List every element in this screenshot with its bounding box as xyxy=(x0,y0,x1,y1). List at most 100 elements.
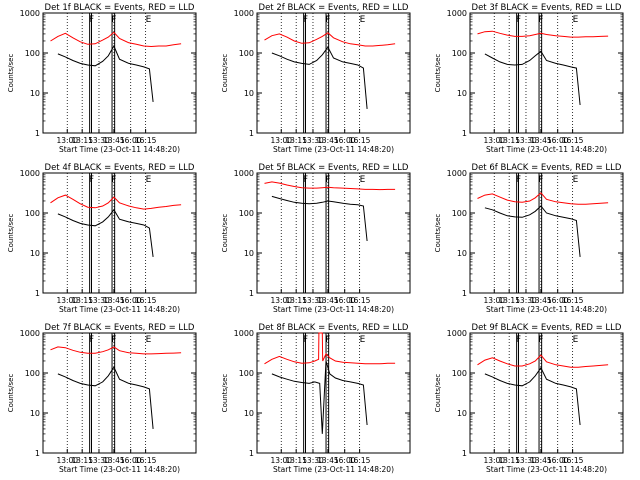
x-tick-label: 16:00 xyxy=(334,296,356,305)
y-tick-label: 1000 xyxy=(447,9,467,18)
series-line-events xyxy=(484,50,581,106)
interval-marker-label: E xyxy=(146,335,152,345)
y-axis-label: Counts/sec xyxy=(221,374,229,413)
y-tick-label: 100 xyxy=(239,369,254,378)
x-tick-label: 13:00 xyxy=(270,456,292,465)
y-axis-label: Counts/sec xyxy=(434,214,442,253)
series-line-lld xyxy=(50,194,182,210)
x-tick-label: 16:00 xyxy=(334,136,356,145)
x-tick-label: 13:30 xyxy=(88,296,110,305)
y-axis-label: Counts/sec xyxy=(7,54,15,93)
y-tick-label: 1 xyxy=(35,449,40,458)
x-axis-label: Start Time (23-Oct-11 14:48:20) xyxy=(59,465,180,474)
plot-frame xyxy=(256,12,411,134)
series-line-events xyxy=(57,208,154,257)
y-tick-label: 1 xyxy=(249,129,254,138)
panel-det-1: Det 1f BLACK = Events, RED = LLD Counts/s… xyxy=(7,3,197,154)
y-tick-label: 1000 xyxy=(20,9,40,18)
plot-frame xyxy=(469,12,624,134)
plot-frame xyxy=(469,172,624,294)
x-tick-label: 13:30 xyxy=(302,136,324,145)
plot-frame xyxy=(42,332,197,454)
x-axis-label: Start Time (23-Oct-11 14:48:20) xyxy=(486,305,607,314)
y-tick-label: 100 xyxy=(452,49,467,58)
interval-marker-label: F xyxy=(111,175,116,185)
interval-marker-label: E xyxy=(360,175,366,185)
series-line-lld xyxy=(477,192,609,205)
series-line-events xyxy=(484,205,581,257)
x-tick-label: 13:45 xyxy=(103,136,125,145)
x-tick-label: 13:30 xyxy=(88,136,110,145)
y-tick-label: 1000 xyxy=(234,9,254,18)
x-tick-label: 13:15 xyxy=(498,296,520,305)
y-tick-label: 10 xyxy=(244,249,254,258)
x-axis-label: Start Time (23-Oct-11 14:48:20) xyxy=(59,305,180,314)
x-tick-label: 16:15 xyxy=(349,456,371,465)
y-tick-label: 1000 xyxy=(20,329,40,338)
interval-marker-label: F xyxy=(111,335,116,345)
series-line-lld xyxy=(477,30,609,38)
plot-frame xyxy=(256,172,411,294)
y-tick-label: 1 xyxy=(249,449,254,458)
panel-det-8: Det 8f BLACK = Events, RED = LLD Counts/s… xyxy=(221,323,411,474)
series-line-lld xyxy=(50,31,182,48)
x-tick-label: 13:15 xyxy=(285,456,307,465)
y-tick-label: 1 xyxy=(35,129,40,138)
chart-title: Det 7f BLACK = Events, RED = LLD xyxy=(45,323,195,333)
y-tick-label: 1000 xyxy=(234,329,254,338)
x-tick-label: 13:15 xyxy=(71,136,93,145)
interval-marker-label: E xyxy=(360,15,366,25)
interval-marker-label: F xyxy=(89,175,94,185)
series-line-events xyxy=(57,44,154,102)
panel-det-9: Det 9f BLACK = Events, RED = LLD Counts/s… xyxy=(434,323,624,474)
y-tick-label: 10 xyxy=(30,249,40,258)
y-tick-label: 1 xyxy=(462,129,467,138)
x-axis-label: Start Time (23-Oct-11 14:48:20) xyxy=(486,465,607,474)
x-tick-label: 13:00 xyxy=(483,296,505,305)
x-axis-label: Start Time (23-Oct-11 14:48:20) xyxy=(59,145,180,154)
y-tick-label: 10 xyxy=(457,409,467,418)
y-axis-label: Counts/sec xyxy=(221,54,229,93)
x-tick-label: 16:15 xyxy=(135,136,157,145)
x-tick-label: 16:00 xyxy=(120,296,142,305)
chart-title: Det 6f BLACK = Events, RED = LLD xyxy=(472,163,622,173)
y-tick-label: 1000 xyxy=(447,329,467,338)
x-tick-label: 13:00 xyxy=(483,456,505,465)
x-tick-label: 16:15 xyxy=(135,296,157,305)
x-tick-label: 13:45 xyxy=(530,456,552,465)
x-tick-label: 13:30 xyxy=(302,296,324,305)
y-tick-label: 10 xyxy=(30,409,40,418)
series-line-lld xyxy=(264,332,396,365)
x-tick-label: 16:00 xyxy=(334,456,356,465)
interval-marker-label: F xyxy=(303,15,308,25)
x-tick-label: 16:15 xyxy=(349,136,371,145)
x-tick-label: 13:45 xyxy=(103,456,125,465)
interval-marker-label: E xyxy=(573,15,579,25)
panel-det-2: Det 2f BLACK = Events, RED = LLD Counts/s… xyxy=(221,3,411,154)
y-axis-label: Counts/sec xyxy=(221,214,229,253)
interval-marker-label: F xyxy=(538,15,543,25)
x-tick-label: 16:15 xyxy=(349,296,371,305)
x-tick-label: 13:45 xyxy=(317,456,339,465)
panel-det-7: Det 7f BLACK = Events, RED = LLD Counts/s… xyxy=(7,323,197,474)
x-axis-label: Start Time (23-Oct-11 14:48:20) xyxy=(273,145,394,154)
interval-marker-label: E xyxy=(146,175,152,185)
interval-marker-label: F xyxy=(89,15,94,25)
x-tick-label: 13:15 xyxy=(71,456,93,465)
interval-marker-label: E xyxy=(360,335,366,345)
x-tick-label: 13:45 xyxy=(103,296,125,305)
x-tick-label: 13:00 xyxy=(56,136,78,145)
y-tick-label: 1 xyxy=(35,289,40,298)
x-tick-label: 13:00 xyxy=(483,136,505,145)
plot-frame xyxy=(42,172,197,294)
x-tick-label: 13:30 xyxy=(515,456,537,465)
chart-title: Det 5f BLACK = Events, RED = LLD xyxy=(259,163,409,173)
x-tick-label: 16:00 xyxy=(547,456,569,465)
x-tick-label: 16:15 xyxy=(562,296,584,305)
y-tick-label: 100 xyxy=(239,209,254,218)
series-line-events xyxy=(271,360,368,434)
interval-marker-label: F xyxy=(325,175,330,185)
plot-frame xyxy=(256,332,411,454)
x-tick-label: 13:45 xyxy=(317,136,339,145)
x-tick-label: 13:15 xyxy=(285,296,307,305)
